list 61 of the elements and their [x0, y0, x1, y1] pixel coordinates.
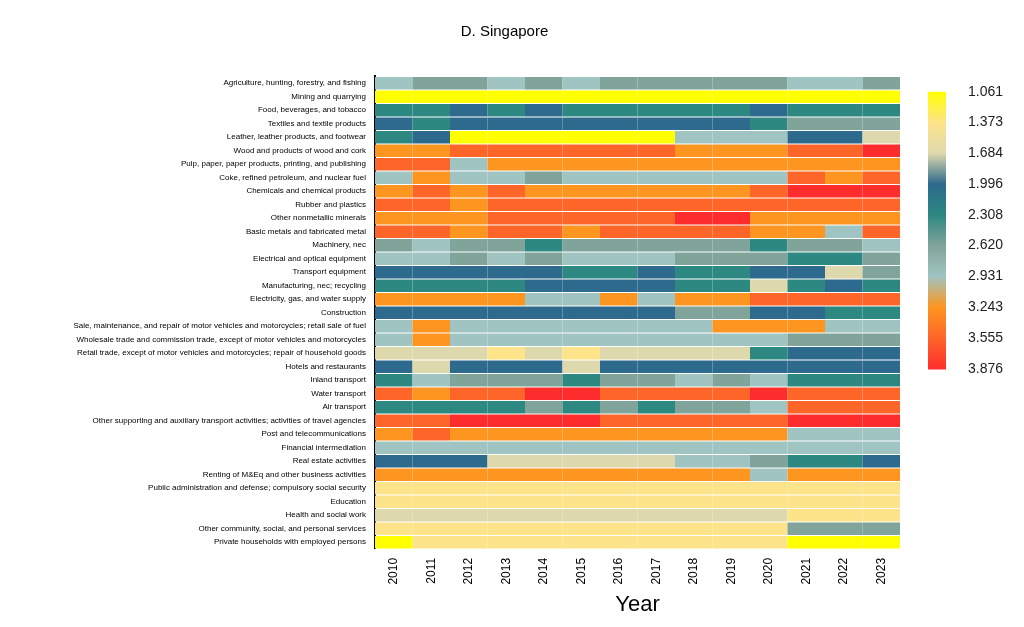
- x-tick-label: 2022: [836, 557, 851, 585]
- x-tick-label: 2010: [386, 557, 401, 585]
- color-bar-label: 2.931: [968, 267, 1004, 284]
- color-bar-label: 1.061: [968, 82, 1004, 99]
- y-tick-label: Renting of M&Eq and other business activities: [202, 469, 366, 479]
- y-tick-label: Coke, refined petroleum, and nuclear fuel: [219, 172, 367, 182]
- y-tick-label: Education: [330, 496, 366, 506]
- color-bar-label: 2.308: [968, 205, 1004, 222]
- x-tick-label: 2016: [611, 557, 626, 585]
- color-bar-label: 3.876: [968, 360, 1004, 377]
- x-tick-label: 2023: [873, 557, 888, 585]
- color-bar-label: 3.243: [968, 297, 1004, 314]
- y-tick-label: Electricity, gas, and water supply: [250, 294, 366, 304]
- y-tick-label: Food, beverages, and tobacco: [257, 105, 367, 115]
- y-tick-label: Leather, leather products, and footwear: [226, 132, 367, 142]
- y-tick-label: Wholesale trade and commission trade, except of motor vehicles and motorcycles: [76, 334, 366, 344]
- y-tick-label: Health and social work: [285, 510, 367, 520]
- y-tick-label: Hotels and restaurants: [285, 361, 366, 371]
- color-bar-label: 1.996: [968, 174, 1004, 191]
- y-tick-label: Pulp, paper, paper products, printing, and publishing: [180, 159, 366, 169]
- x-tick-label: 2015: [573, 557, 588, 585]
- color-bar-label: 1.684: [968, 144, 1004, 161]
- y-tick-label: Machinery, nec: [312, 240, 366, 250]
- x-tick-label: 2013: [498, 557, 513, 585]
- y-tick-label: Retail trade, except of motor vehicles and motorcycles; repair of household goods: [76, 348, 366, 358]
- chart-title: D. Singapore: [460, 21, 549, 39]
- y-tick-label: Construction: [321, 307, 366, 317]
- x-tick-label: 2017: [648, 557, 663, 585]
- color-bar-label: 2.620: [968, 236, 1004, 253]
- y-tick-label: Air transport: [322, 402, 367, 412]
- y-tick-label: Manufacturing, nec; recycling: [261, 280, 366, 290]
- y-tick-label: Post and telecommunications: [261, 429, 366, 439]
- y-tick-label: Real estate activities: [292, 456, 366, 466]
- x-tick-label: 2012: [461, 557, 476, 585]
- color-bar-label: 1.373: [968, 113, 1004, 130]
- x-tick-label: 2014: [536, 557, 551, 585]
- y-tick-label: Textiles and textile products: [267, 118, 366, 128]
- x-tick-label: 2020: [761, 557, 776, 585]
- x-axis-title: Year: [615, 590, 660, 616]
- y-tick-label: Basic metals and fabricated metal: [245, 226, 367, 236]
- y-tick-label: Wood and products of wood and cork: [233, 145, 367, 155]
- y-tick-label: Rubber and plastics: [295, 199, 366, 209]
- y-tick-label: Mining and quarrying: [291, 91, 366, 101]
- y-tick-label: Sale, maintenance, and repair of motor vehicles and motorcycles; retail sale of fuel: [73, 321, 367, 331]
- y-tick-label: Other nonmetallic minerals: [270, 213, 366, 223]
- x-tick-label: 2011: [423, 557, 438, 584]
- y-tick-label: Agriculture, hunting, forestry, and fishing: [223, 78, 366, 88]
- y-tick-label: Inland transport: [310, 375, 367, 385]
- y-tick-label: Other supporting and auxiliary transport activities; activities of travel agencies: [92, 415, 366, 425]
- y-tick-label: Water transport: [311, 388, 367, 398]
- y-tick-label: Financial intermediation: [281, 442, 366, 452]
- y-tick-label: Electrical and optical equipment: [253, 253, 367, 263]
- y-tick-label: Public administration and defense; compulsory social security: [148, 483, 366, 493]
- color-bar-label: 3.555: [968, 328, 1004, 345]
- x-tick-label: 2021: [798, 557, 813, 585]
- y-tick-label: Transport equipment: [292, 267, 367, 277]
- y-tick-label: Other community, social, and personal services: [198, 523, 366, 533]
- x-tick-label: 2019: [723, 557, 738, 585]
- x-tick-label: 2018: [686, 557, 701, 585]
- y-tick-label: Private households with employed persons: [213, 537, 366, 547]
- y-tick-label: Chemicals and chemical products: [246, 186, 366, 196]
